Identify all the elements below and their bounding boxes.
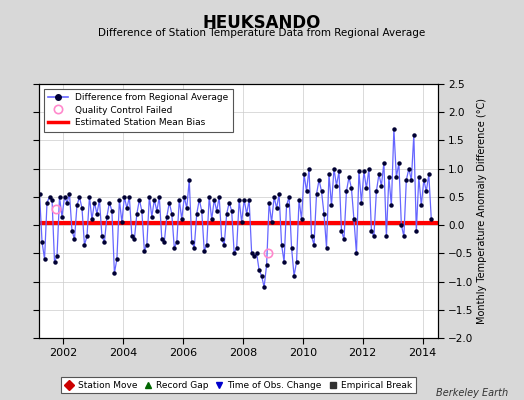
Text: HEUKSANDO: HEUKSANDO [203,14,321,32]
Text: Berkeley Earth: Berkeley Earth [436,388,508,398]
Text: Difference of Station Temperature Data from Regional Average: Difference of Station Temperature Data f… [99,28,425,38]
Legend: Difference from Regional Average, Quality Control Failed, Estimated Station Mean: Difference from Regional Average, Qualit… [44,88,233,132]
Legend: Station Move, Record Gap, Time of Obs. Change, Empirical Break: Station Move, Record Gap, Time of Obs. C… [61,377,416,394]
Y-axis label: Monthly Temperature Anomaly Difference (°C): Monthly Temperature Anomaly Difference (… [477,98,487,324]
